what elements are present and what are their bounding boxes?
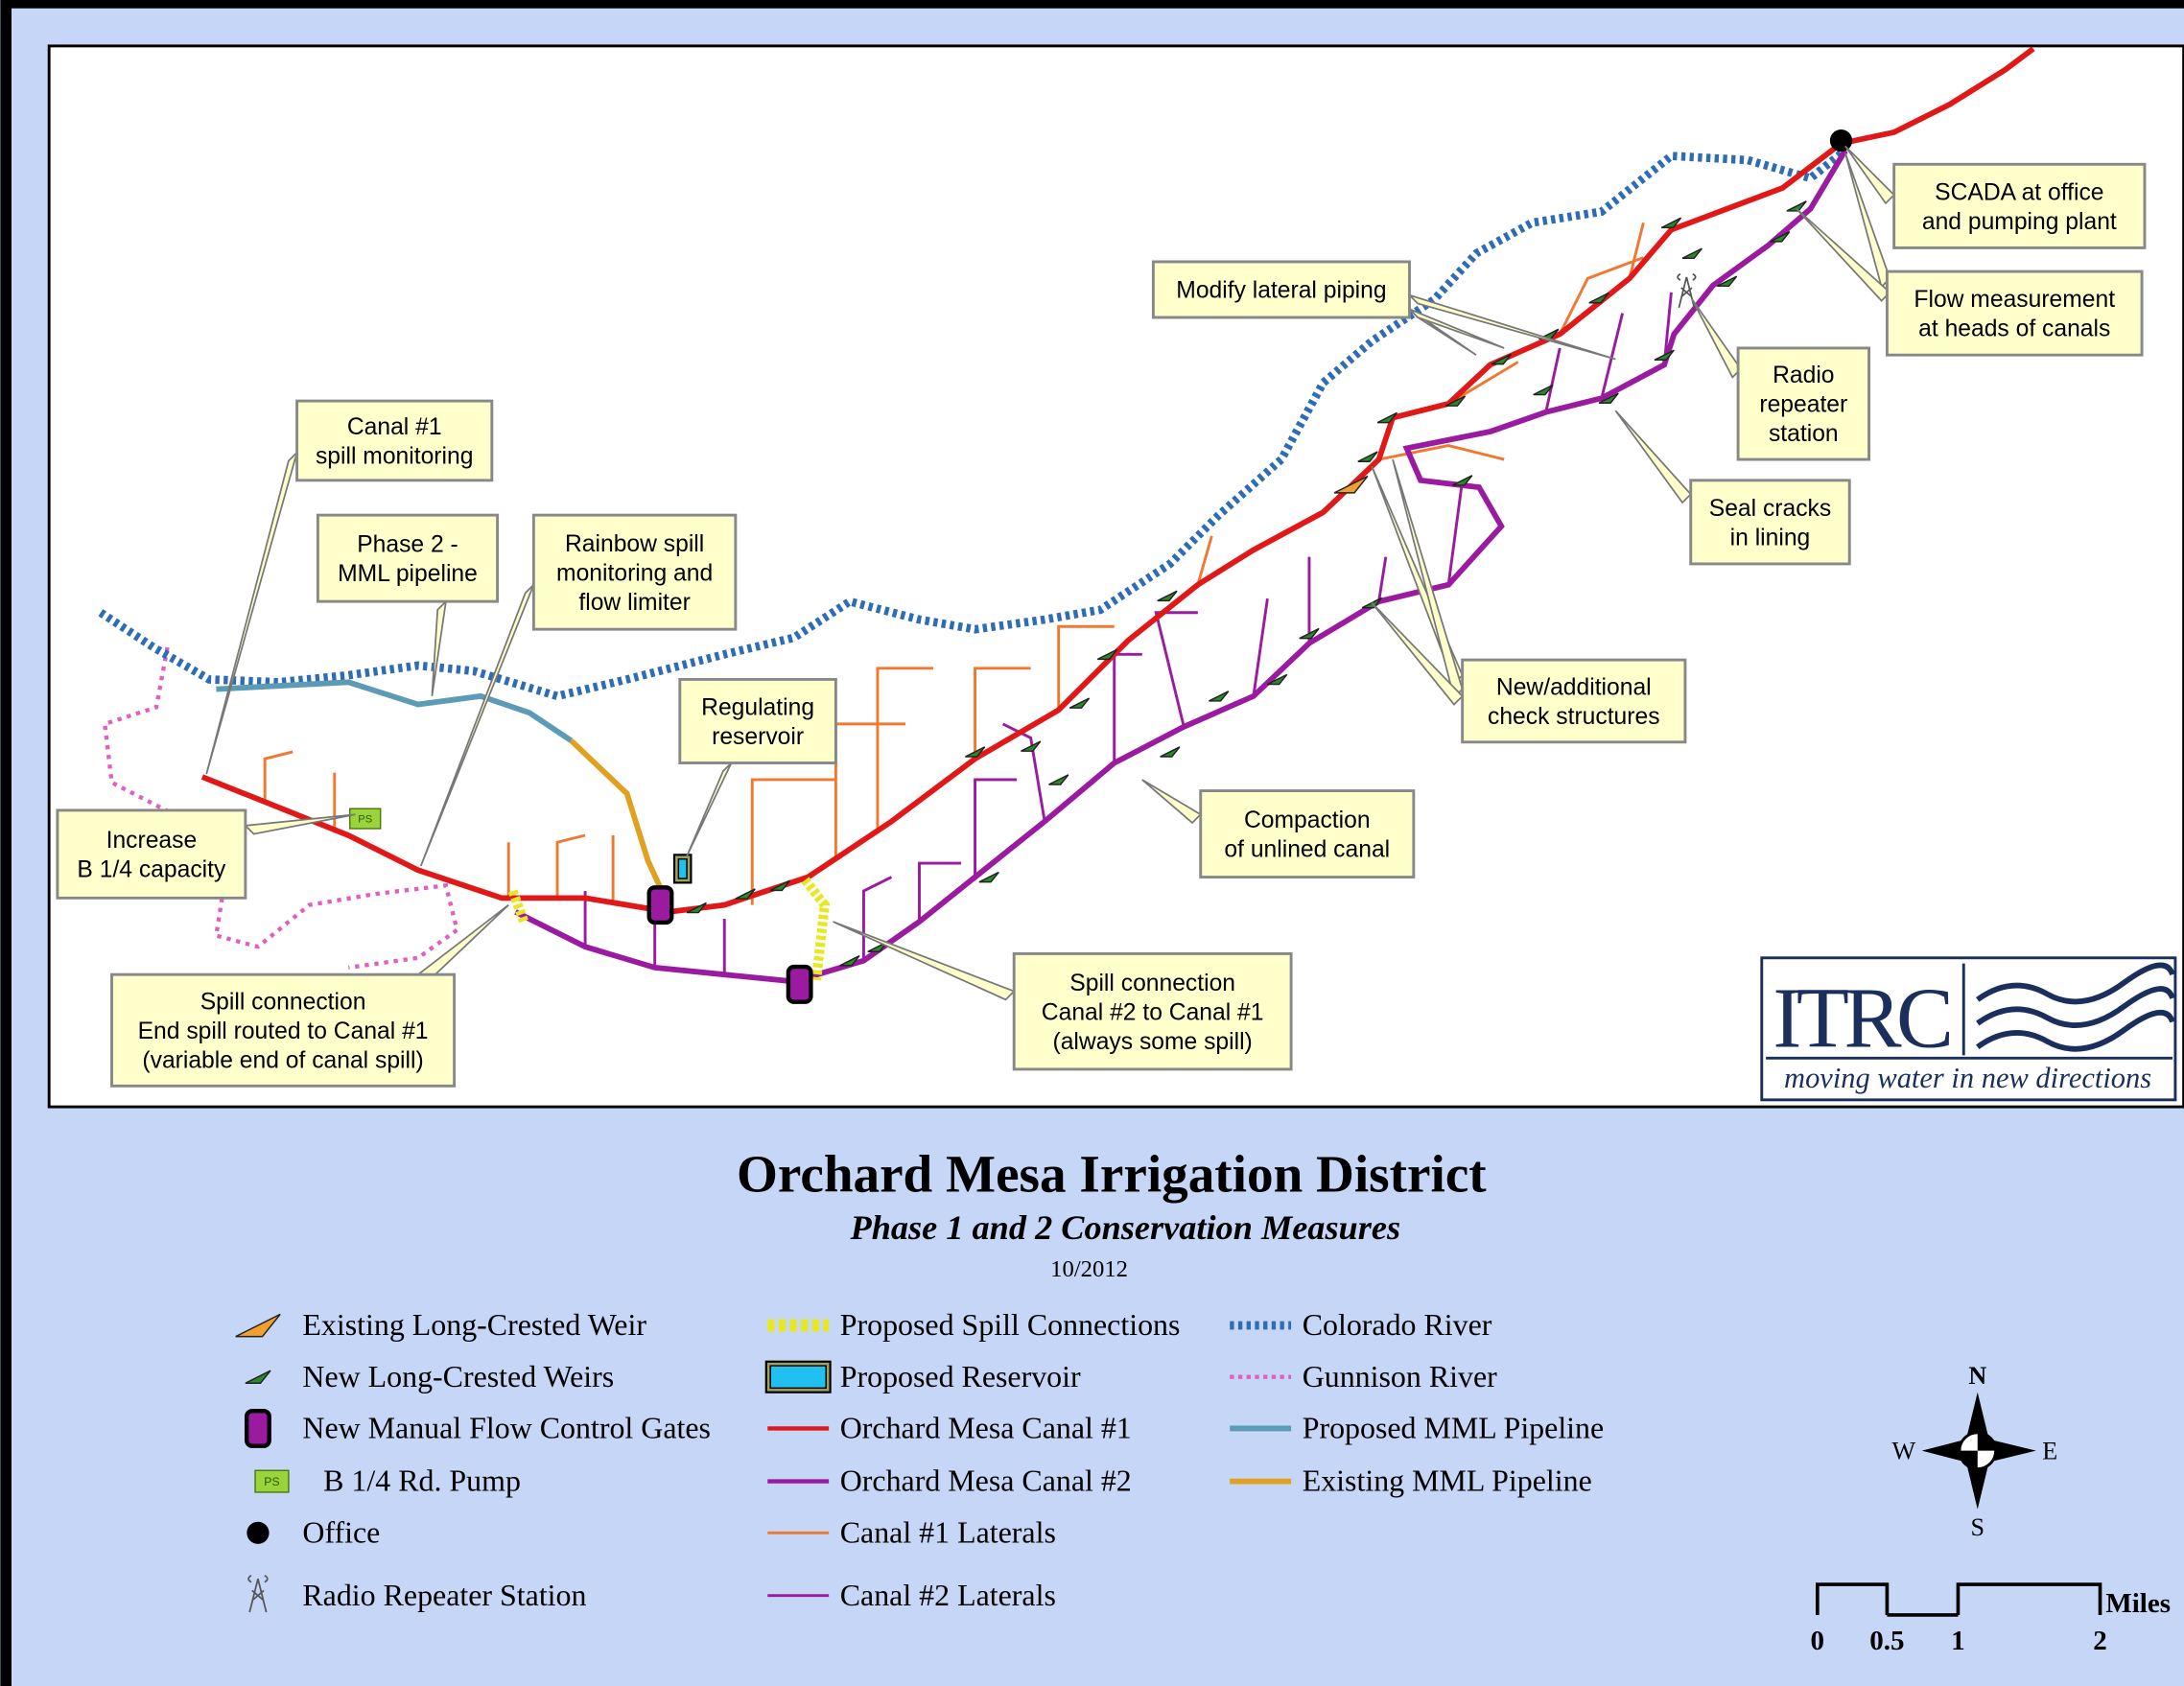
callout-text: Canal #2 to Canal #1 [1042, 999, 1264, 1025]
title: Orchard Mesa Irrigation District [737, 1145, 1487, 1204]
callout-text: reservoir [712, 724, 804, 750]
logo-tagline: moving water in new directions [1784, 1062, 2151, 1094]
callout-text: Canal #1 [347, 414, 442, 440]
office-marker [247, 1522, 269, 1544]
callout-text: Modify lateral piping [1176, 278, 1386, 304]
callout-box [1887, 271, 2142, 355]
callout-text: monitoring and [556, 560, 713, 586]
legend-label: Proposed Spill Connections [840, 1308, 1181, 1342]
compass-east: E [2042, 1437, 2057, 1464]
legend-label: Office [302, 1515, 380, 1549]
scale-label: 2 [2093, 1626, 2107, 1656]
legend-label: New Manual Flow Control Gates [302, 1412, 711, 1445]
legend-label: Orchard Mesa Canal #1 [840, 1412, 1132, 1445]
logo-name: ITRC [1773, 972, 1954, 1066]
callout-text: Compaction [1244, 808, 1371, 833]
gate-marker [649, 887, 672, 923]
scale-label: 0.5 [1869, 1626, 1904, 1656]
logo: ITRC moving water in new directions [1762, 958, 2175, 1100]
gate-marker [247, 1411, 270, 1446]
legend-label: Orchard Mesa Canal #2 [840, 1464, 1132, 1498]
body: PS SCADA at office and pumping plant Flow … [0, 0, 2184, 1686]
callout-text: MML pipeline [338, 561, 478, 587]
pump-label: PS [264, 1475, 279, 1488]
callout-text: End spill routed to Canal #1 [138, 1019, 429, 1044]
callout-text: SCADA at office [1935, 179, 2103, 205]
legend-label: Radio Repeater Station [302, 1579, 586, 1612]
callout-text: Seal cracks [1709, 496, 1831, 522]
legend-label: New Long-Crested Weirs [302, 1360, 614, 1393]
callout-text: Spill connection [200, 989, 366, 1015]
scale-unit: Miles [2105, 1588, 2171, 1619]
callout-text: Flow measurement [1914, 287, 2115, 313]
compass-north: N [1968, 1362, 1986, 1390]
reservoir-water [678, 859, 687, 878]
callout-box [1894, 164, 2145, 247]
gate-marker [788, 967, 811, 1002]
date: 10/2012 [1050, 1256, 1128, 1282]
legend-label: B 1/4 Rd. Pump [323, 1464, 521, 1498]
page: Orchard Mesa Irrigation District {"map":… [0, 0, 2184, 1686]
legend-label: Colorado River [1303, 1308, 1492, 1342]
scale-label: 0 [1811, 1626, 1825, 1656]
pump-label: PS [358, 814, 372, 826]
callout-text: B 1/4 capacity [77, 857, 226, 883]
office-marker [1830, 129, 1852, 152]
callout-text: Spill connection [1069, 971, 1235, 996]
subtitle: Phase 1 and 2 Conservation Measures [850, 1208, 1401, 1247]
legend-label: Existing Long-Crested Weir [302, 1308, 646, 1342]
callout-box [317, 515, 497, 601]
legend-label: Proposed Reservoir [840, 1360, 1081, 1393]
callout-box [680, 679, 836, 762]
callout-text: at heads of canals [1918, 316, 2110, 342]
scale-label: 1 [1951, 1626, 1965, 1656]
callout-text: Rainbow spill [565, 531, 704, 557]
callout-text: New/additional [1496, 674, 1652, 700]
reservoir-water [770, 1366, 826, 1388]
callout-box [58, 810, 246, 898]
callout-text: repeater [1759, 392, 1847, 418]
callout-text: and pumping plant [1922, 209, 2117, 235]
compass-west: W [1892, 1437, 1916, 1464]
callout-text: (variable end of canal spill) [142, 1047, 423, 1073]
callout-text: Increase [106, 828, 198, 854]
callout-text: flow limiter [578, 590, 690, 616]
callout-text: check structures [1488, 704, 1660, 730]
callout-text: (always some spill) [1053, 1029, 1253, 1055]
callout-text: of unlined canal [1224, 837, 1390, 863]
legend-label: Canal #2 Laterals [840, 1579, 1056, 1612]
callout-text: station [1769, 421, 1839, 447]
callout-text: Radio [1773, 363, 1834, 388]
legend-label: Proposed MML Pipeline [1303, 1412, 1604, 1445]
legend-label: Gunnison River [1303, 1360, 1497, 1393]
map-figure: PS SCADA at office and pumping plant Flow … [0, 0, 2184, 1686]
legend-label: Existing MML Pipeline [1303, 1464, 1592, 1498]
callout-box [1691, 480, 1849, 564]
callout-text: Regulating [701, 694, 814, 720]
callout-text: in lining [1730, 525, 1811, 550]
callout-box [1201, 791, 1414, 878]
legend-label: Canal #1 Laterals [840, 1515, 1056, 1549]
callout-text: Phase 2 - [357, 532, 458, 558]
compass-south: S [1971, 1513, 1985, 1541]
callout-text: spill monitoring [316, 443, 473, 469]
